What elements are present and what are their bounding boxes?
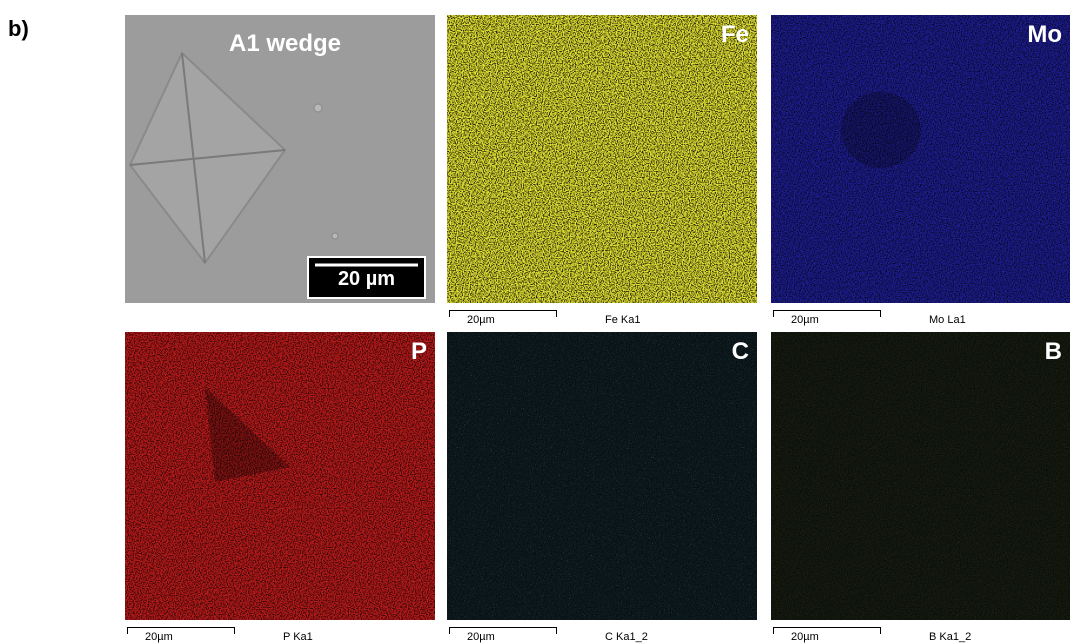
particle [332,233,338,239]
scale-bracket [127,627,235,634]
scale-text: 20µm [791,631,819,643]
panel-title: P [125,338,427,366]
scale-text: 20µm [467,314,495,326]
map-label: B Ka1_2 [929,631,971,643]
signal [447,332,757,620]
scale-bracket [773,310,881,317]
speckle [125,332,435,620]
panel-title: C [447,338,749,366]
panel-title: Mo [771,21,1062,49]
scale-text: 20µm [791,314,819,326]
scale-text: 20µm [145,631,173,643]
scale-bracket [449,310,557,317]
map-image [771,332,1070,620]
map-image [447,332,757,620]
map-label: Fe Ka1 [605,314,640,326]
panel-label: b) [8,16,29,42]
map-label: Mo La1 [929,314,966,326]
signal [771,15,1070,303]
map-image [447,15,757,303]
map-image [771,15,1070,303]
panel-title: B [771,338,1062,366]
particle [314,104,322,112]
figure: b) A1 wedge 20 µm Fe 20µm Fe Ka1 Mo 20µm Mo L… [0,0,1070,644]
map-image [125,332,435,620]
panel-title: Fe [447,21,749,49]
map-label: C Ka1_2 [605,631,648,643]
scale-text: 20 µm [308,268,425,291]
speckle [447,15,757,303]
scale-bracket [773,627,881,634]
panel-title: A1 wedge [125,30,445,58]
scale-bracket [449,627,557,634]
optical-image [125,15,435,303]
signal [771,332,1070,620]
map-label: P Ka1 [283,631,313,643]
scale-text: 20µm [467,631,495,643]
